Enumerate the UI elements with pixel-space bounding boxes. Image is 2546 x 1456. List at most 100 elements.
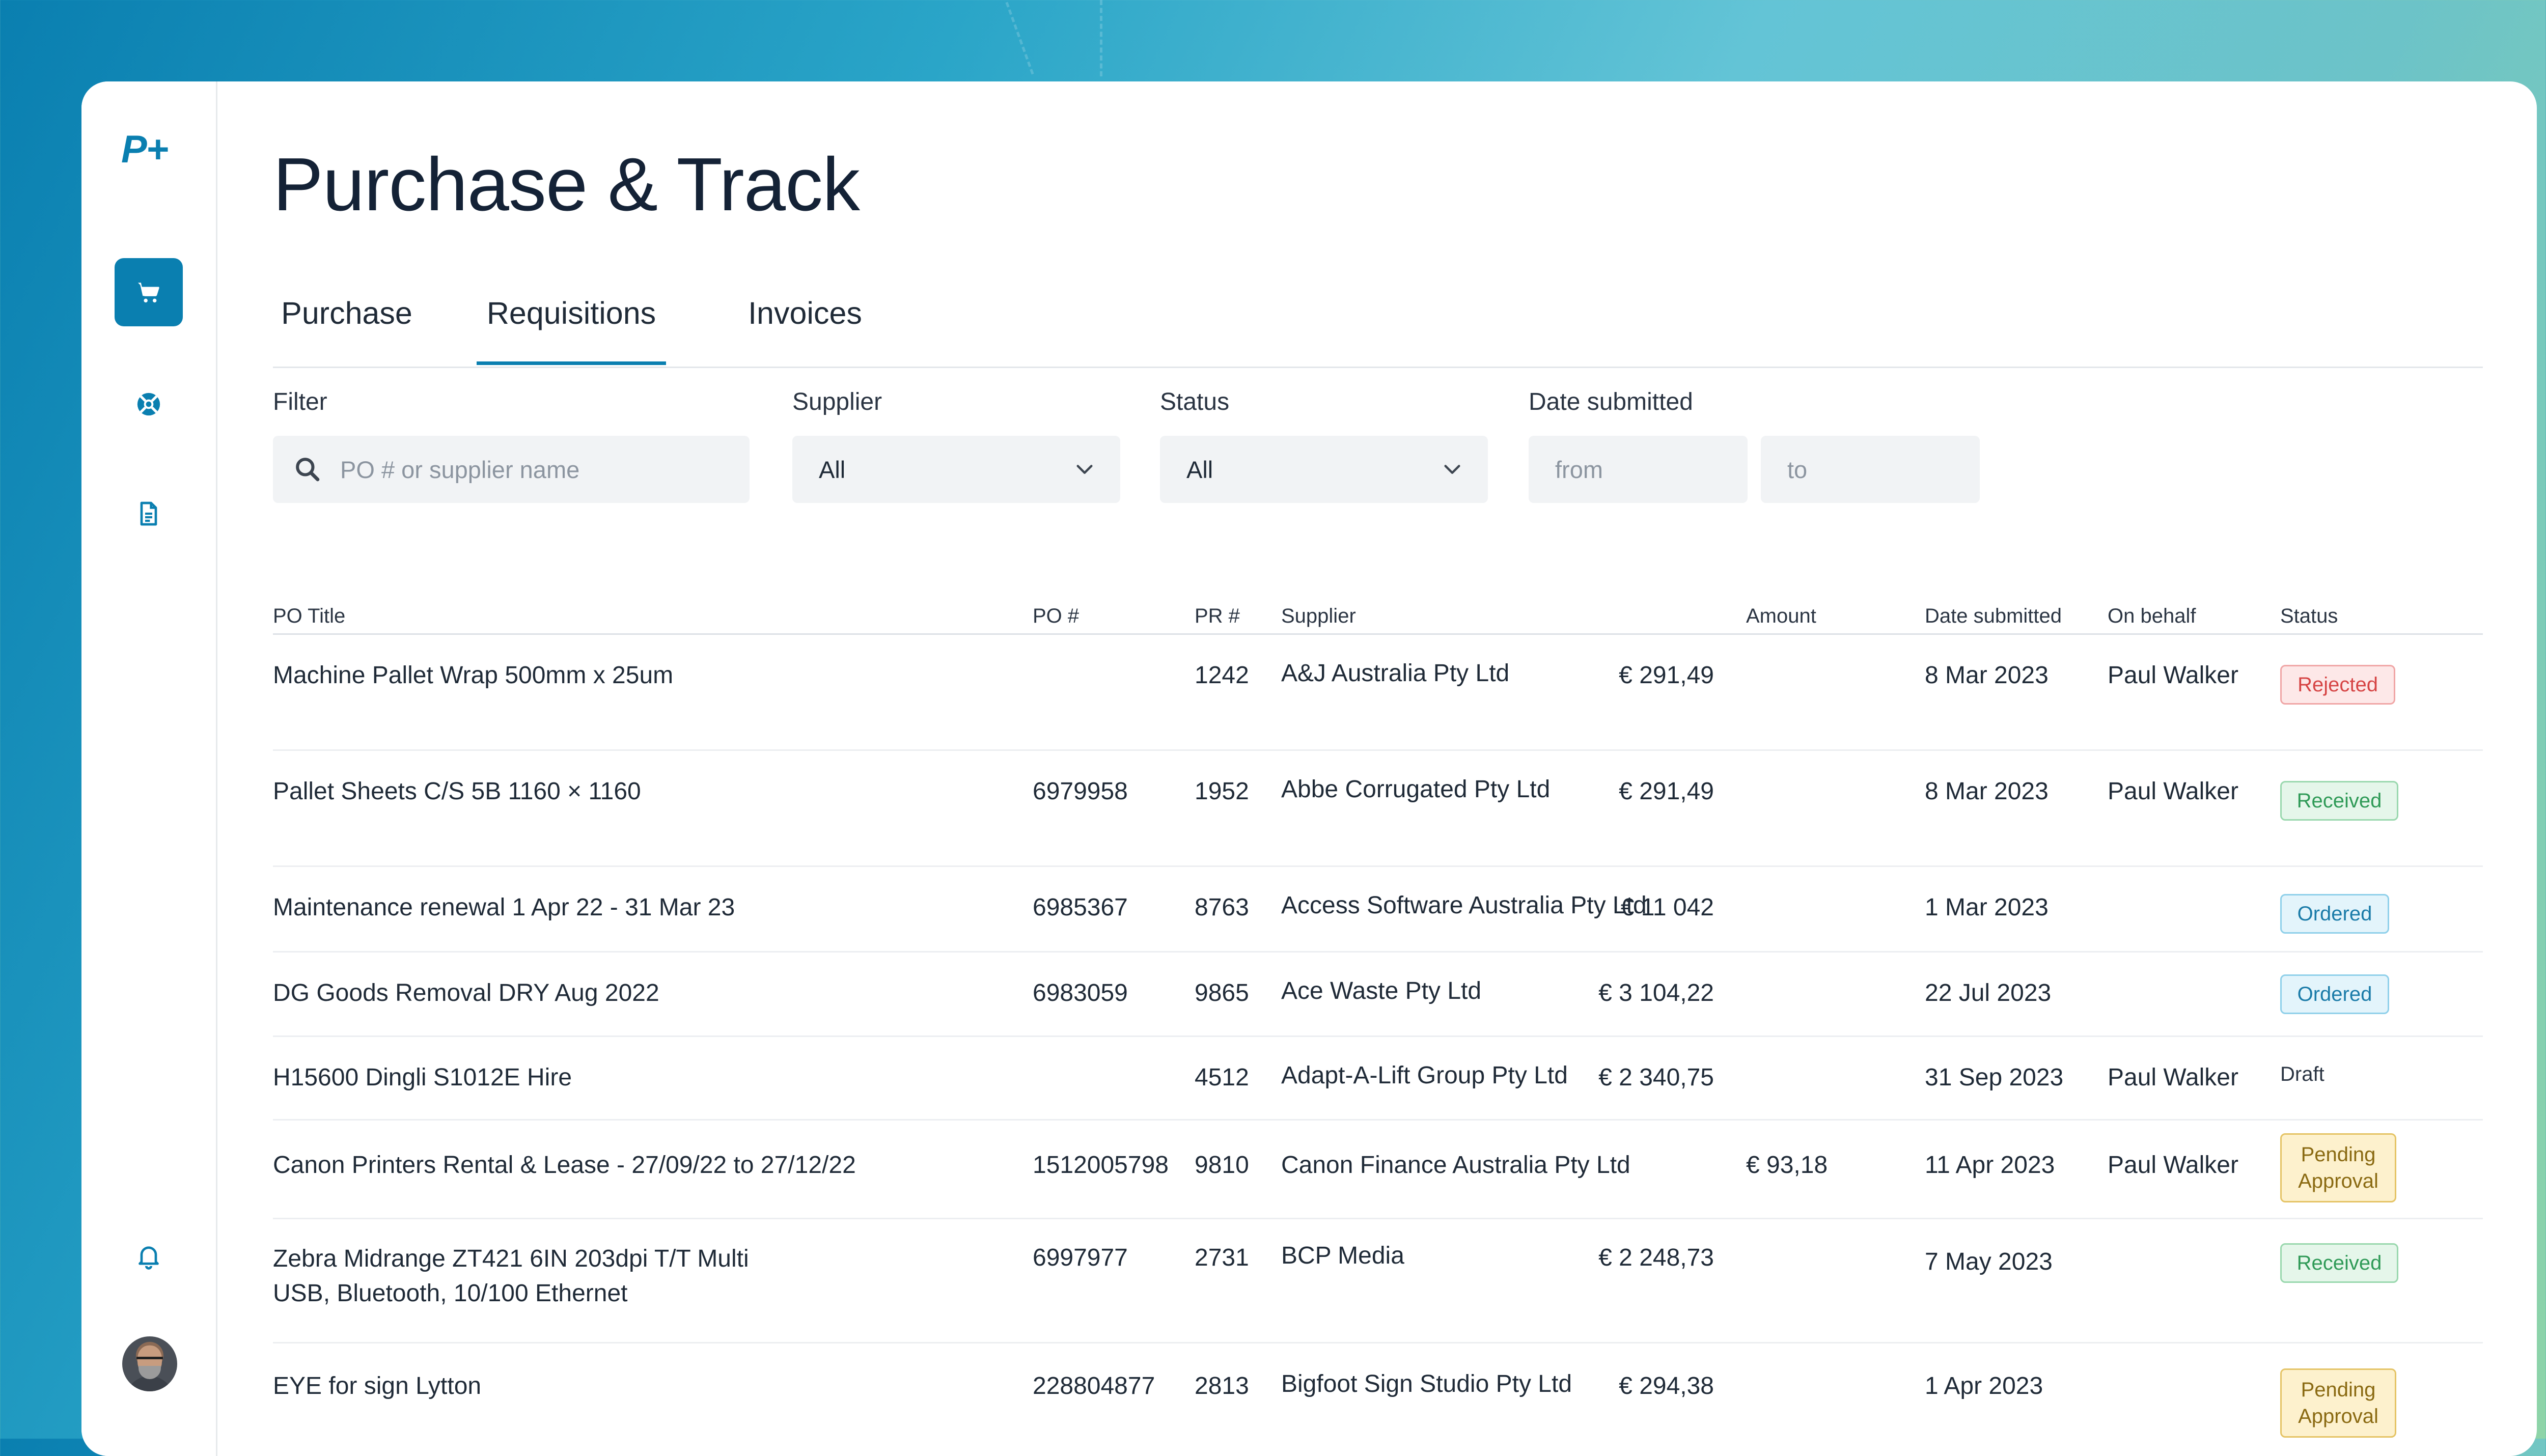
status-badge: Ordered bbox=[2280, 894, 2389, 934]
pr-number: 2813 bbox=[1195, 1373, 1249, 1399]
date-submitted: 11 Apr 2023 bbox=[1925, 1152, 2055, 1179]
lifebuoy-icon bbox=[137, 393, 160, 416]
chevron-down-icon bbox=[1444, 465, 1460, 474]
column-header-po-title[interactable]: PO Title bbox=[273, 605, 346, 627]
background-line bbox=[1100, 0, 1102, 76]
app-window: P+ bbox=[81, 81, 2537, 1456]
sidebar-item-support[interactable] bbox=[115, 370, 183, 438]
column-header-supplier[interactable]: Supplier bbox=[1281, 605, 1356, 627]
po-title: Maintenance renewal 1 Apr 22 - 31 Mar 23 bbox=[273, 894, 735, 921]
table-row[interactable]: Maintenance renewal 1 Apr 22 - 31 Mar 23… bbox=[273, 865, 2483, 953]
column-header-amount[interactable]: Amount bbox=[1746, 605, 1816, 627]
po-number: 6979958 bbox=[1033, 778, 1128, 805]
date-submitted: 8 Mar 2023 bbox=[1925, 662, 2049, 689]
po-number: 6985367 bbox=[1033, 894, 1128, 921]
po-title: Canon Printers Rental & Lease - 27/09/22… bbox=[273, 1152, 856, 1179]
column-header-on-behalf[interactable]: On behalf bbox=[2108, 605, 2196, 627]
po-title: H15600 Dingli S1012E Hire bbox=[273, 1064, 572, 1091]
table-row[interactable]: Machine Pallet Wrap 500mm x 25um 1242 A&… bbox=[273, 633, 2483, 751]
date-from-placeholder: from bbox=[1555, 456, 1603, 483]
amount: € 291,49 bbox=[1619, 778, 1714, 805]
sidebar-item-notifications[interactable] bbox=[115, 1222, 183, 1290]
po-title-line: Zebra Midrange ZT421 6IN 203dpi T/T Mult… bbox=[273, 1245, 749, 1272]
status-text: Draft bbox=[2280, 1063, 2324, 1085]
tab-requisitions[interactable]: Requisitions bbox=[477, 265, 666, 365]
supplier-name: Ace Waste Pty Ltd bbox=[1281, 977, 1482, 1004]
po-number: 1512005798 bbox=[1033, 1152, 1169, 1179]
table-row[interactable]: Zebra Midrange ZT421 6IN 203dpi T/T Mult… bbox=[273, 1218, 2483, 1343]
filter-label: Filter bbox=[273, 388, 327, 415]
status-select[interactable]: All bbox=[1160, 436, 1488, 503]
search-icon bbox=[296, 458, 320, 482]
date-submitted-label: Date submitted bbox=[1529, 388, 1693, 415]
status-badge-line: Pending bbox=[2301, 1143, 2376, 1166]
pr-number: 4512 bbox=[1195, 1064, 1249, 1091]
search-placeholder: PO # or supplier name bbox=[340, 456, 580, 483]
date-submitted: 22 Jul 2023 bbox=[1925, 979, 2052, 1006]
status-label: Status bbox=[1160, 388, 1230, 415]
user-avatar[interactable] bbox=[122, 1336, 177, 1391]
bell-icon bbox=[139, 1246, 159, 1270]
status-badge: Ordered bbox=[2280, 974, 2389, 1014]
column-header-pr-number[interactable]: PR # bbox=[1195, 605, 1240, 627]
supplier-value: All bbox=[819, 456, 846, 483]
background-line bbox=[1005, 2, 1034, 75]
supplier-name: Adapt-A-Lift Group Pty Ltd bbox=[1281, 1062, 1568, 1089]
on-behalf: Paul Walker bbox=[2108, 662, 2238, 689]
pr-number: 1952 bbox=[1195, 778, 1249, 805]
chevron-down-icon bbox=[1076, 465, 1093, 474]
tab-invoices[interactable]: Invoices bbox=[748, 296, 862, 330]
column-header-po-number[interactable]: PO # bbox=[1033, 605, 1080, 627]
po-title-line: USB, Bluetooth, 10/100 Ethernet bbox=[273, 1280, 628, 1307]
status-badge: Rejected bbox=[2280, 665, 2395, 705]
date-submitted: 1 Mar 2023 bbox=[1925, 894, 2049, 921]
table-row[interactable]: H15600 Dingli S1012E Hire 4512 Adapt-A-L… bbox=[273, 1035, 2483, 1121]
po-number: 228804877 bbox=[1033, 1373, 1155, 1399]
date-submitted: 31 Sep 2023 bbox=[1925, 1064, 2064, 1091]
column-header-status[interactable]: Status bbox=[2280, 605, 2338, 627]
search-input[interactable]: PO # or supplier name bbox=[273, 436, 750, 503]
on-behalf: Paul Walker bbox=[2108, 1152, 2238, 1179]
amount: € 2 248,73 bbox=[1598, 1244, 1714, 1271]
status-badge-line: Approval bbox=[2298, 1405, 2378, 1427]
supplier-name: Canon Finance Australia Pty Ltd bbox=[1281, 1152, 1630, 1179]
date-to-input[interactable]: to bbox=[1761, 436, 1980, 503]
status-badge: Pending Approval bbox=[2280, 1368, 2396, 1438]
table-row[interactable]: Pallet Sheets C/S 5B 1160 × 1160 6979958… bbox=[273, 749, 2483, 867]
amount: € 11 042 bbox=[1620, 894, 1714, 921]
supplier-name: BCP Media bbox=[1281, 1242, 1404, 1269]
on-behalf: Paul Walker bbox=[2108, 778, 2238, 805]
table-row[interactable]: EYE for sign Lytton 228804877 2813 Bigfo… bbox=[273, 1342, 2483, 1456]
sidebar: P+ bbox=[81, 81, 217, 1456]
tab-bar: Purchase Requisitions Invoices bbox=[273, 265, 2483, 368]
pr-number: 1242 bbox=[1195, 662, 1249, 689]
supplier-name: Abbe Corrugated Pty Ltd bbox=[1281, 776, 1551, 803]
po-title: DG Goods Removal DRY Aug 2022 bbox=[273, 979, 659, 1006]
sidebar-item-cart[interactable] bbox=[115, 258, 183, 326]
status-badge: Received bbox=[2280, 1243, 2398, 1283]
po-number: 6997977 bbox=[1033, 1244, 1128, 1271]
po-title: Machine Pallet Wrap 500mm x 25um bbox=[273, 662, 674, 689]
po-title: EYE for sign Lytton bbox=[273, 1373, 482, 1399]
pr-number: 9810 bbox=[1195, 1152, 1249, 1179]
date-to-placeholder: to bbox=[1787, 456, 1808, 483]
on-behalf: Paul Walker bbox=[2108, 1064, 2238, 1091]
date-submitted: 1 Apr 2023 bbox=[1925, 1373, 2043, 1399]
table-row[interactable]: DG Goods Removal DRY Aug 2022 6983059 98… bbox=[273, 951, 2483, 1037]
amount: € 291,49 bbox=[1619, 662, 1714, 689]
document-icon bbox=[140, 501, 157, 526]
tab-purchase[interactable]: Purchase bbox=[281, 296, 412, 330]
table-row[interactable]: Canon Printers Rental & Lease - 27/09/22… bbox=[273, 1119, 2483, 1219]
sidebar-item-documents[interactable] bbox=[115, 480, 183, 548]
status-badge-line: Pending bbox=[2301, 1379, 2376, 1401]
amount: € 2 340,75 bbox=[1598, 1064, 1714, 1091]
supplier-select[interactable]: All bbox=[792, 436, 1120, 503]
date-submitted: 8 Mar 2023 bbox=[1925, 778, 2049, 805]
date-submitted: 7 May 2023 bbox=[1925, 1248, 2053, 1275]
amount: € 93,18 bbox=[1746, 1152, 1828, 1179]
status-badge-line: Approval bbox=[2298, 1170, 2378, 1192]
app-logo[interactable]: P+ bbox=[121, 128, 169, 171]
pr-number: 8763 bbox=[1195, 894, 1249, 921]
date-from-input[interactable]: from bbox=[1529, 436, 1748, 503]
column-header-date-submitted[interactable]: Date submitted bbox=[1925, 605, 2062, 627]
